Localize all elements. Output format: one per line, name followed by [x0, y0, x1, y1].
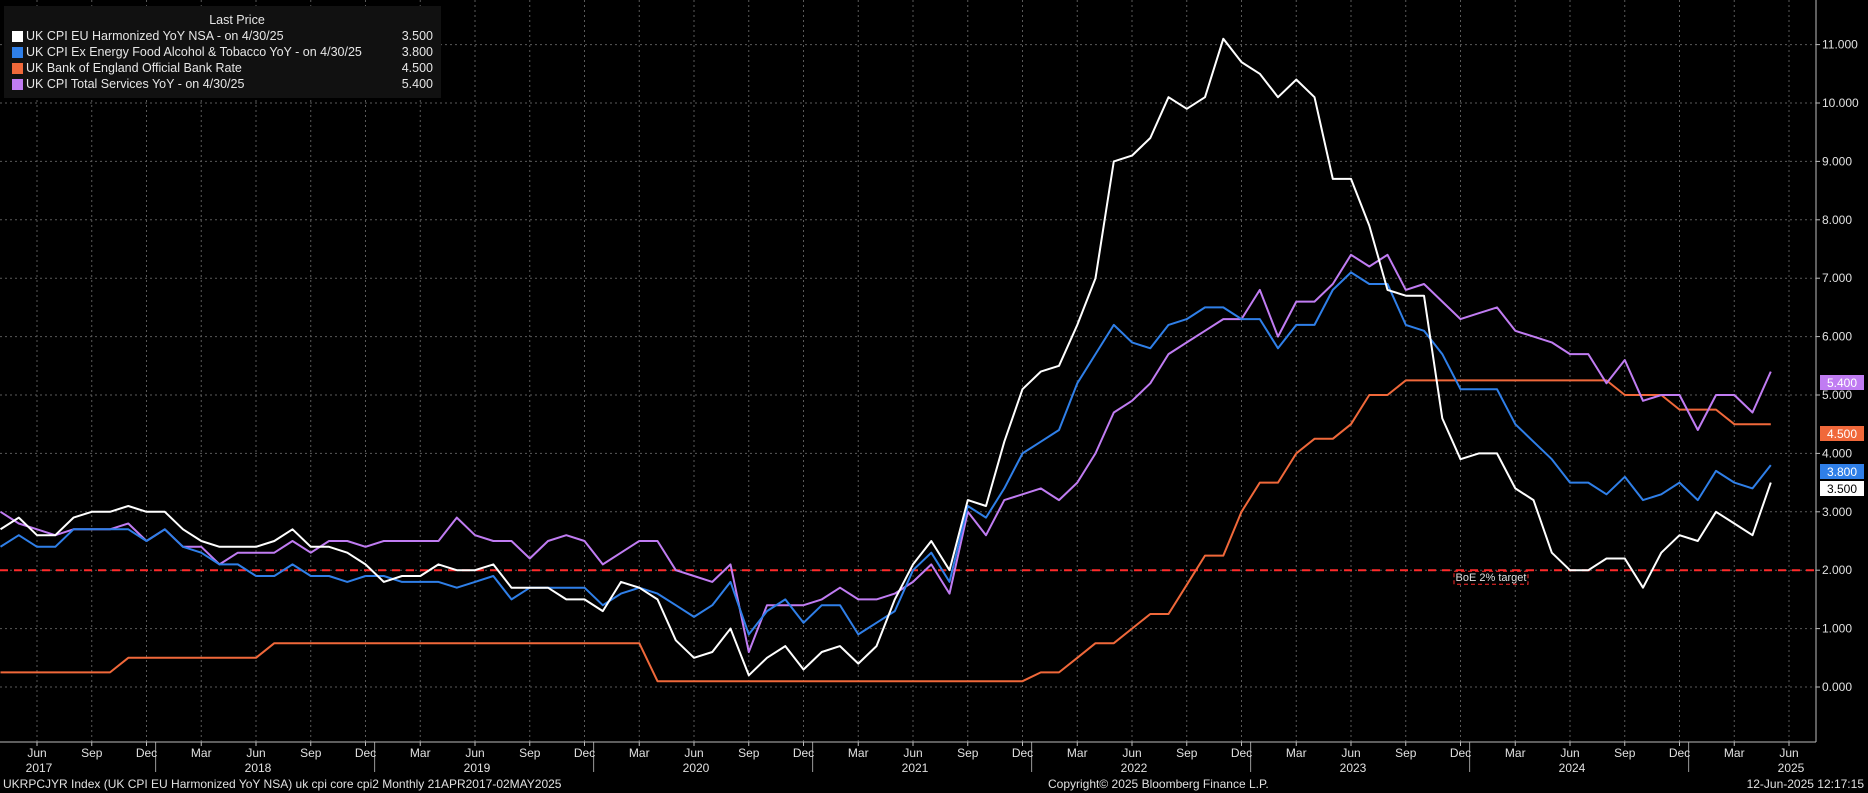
x-month-label: Sep — [81, 746, 103, 760]
x-month-label: Sep — [300, 746, 322, 760]
x-month-label: Dec — [1012, 746, 1033, 760]
legend-item-value: 5.400 — [401, 77, 433, 91]
footer-timestamp: 12-Jun-2025 12:17:15 — [1746, 777, 1864, 791]
x-month-label: Jun — [1122, 746, 1141, 760]
x-year-label: 2024 — [1559, 761, 1586, 775]
x-month-label: Mar — [1505, 746, 1526, 760]
x-month-label: Mar — [1724, 746, 1745, 760]
legend-header: Last Price — [209, 13, 265, 27]
legend-item: UK CPI Total Services YoY - on 4/30/25 5… — [12, 76, 433, 92]
x-month-label: Jun — [465, 746, 484, 760]
y-tick-label: 9.000 — [1822, 154, 1852, 168]
legend-swatch — [12, 46, 23, 58]
x-month-label: Sep — [1614, 746, 1636, 760]
x-month-label: Sep — [519, 746, 541, 760]
y-tick-label: 7.000 — [1822, 271, 1852, 285]
legend-item: UK CPI Ex Energy Food Alcohol & Tobacco … — [12, 44, 433, 60]
chart-axes — [0, 0, 1820, 772]
last-value-tag-box — [1820, 464, 1864, 479]
x-month-label: Dec — [793, 746, 814, 760]
y-tick-label: 8.000 — [1822, 213, 1852, 227]
x-year-label: 2022 — [1121, 761, 1148, 775]
x-month-label: Jun — [27, 746, 46, 760]
x-month-label: Sep — [1176, 746, 1198, 760]
legend-swatch — [12, 30, 23, 42]
x-month-label: Dec — [1231, 746, 1252, 760]
x-tick-labels: Jun Sep Dec Mar Jun Sep Dec Mar Jun Sep Dec Mar Jun S… — [26, 746, 1805, 775]
y-tick-label: 0.000 — [1822, 680, 1852, 694]
x-month-label: Dec — [355, 746, 376, 760]
x-month-label: Jun — [1560, 746, 1579, 760]
legend-item: UK Bank of England Official Bank Rate 4.… — [12, 60, 433, 76]
last-value-tag-box — [1820, 375, 1864, 390]
x-month-label: Sep — [957, 746, 979, 760]
last-value-tag: 3.500 — [1827, 482, 1857, 496]
x-month-label: Dec — [1669, 746, 1690, 760]
x-month-label: Mar — [1067, 746, 1088, 760]
chart-gridlines — [0, 0, 1816, 742]
legend-item-value: 3.500 — [401, 29, 433, 43]
series-line — [0, 37, 1772, 677]
footer-index-description: UKRPCJYR Index (UK CPI EU Harmonized YoY… — [3, 777, 562, 791]
x-year-label: 2021 — [902, 761, 929, 775]
legend-item-label: UK CPI EU Harmonized YoY NSA - on 4/30/2… — [26, 29, 284, 43]
x-month-label: Mar — [1286, 746, 1307, 760]
last-value-tag: 5.400 — [1827, 376, 1857, 390]
series-lines — [0, 37, 1772, 683]
y-tick-label: 6.000 — [1822, 330, 1852, 344]
legend-item-label: UK CPI Ex Energy Food Alcohol & Tobacco … — [26, 45, 362, 59]
legend-item-value: 3.800 — [401, 45, 433, 59]
x-month-label: Dec — [136, 746, 157, 760]
reference-line-label: BoE 2% target — [1456, 572, 1527, 584]
x-year-label: 2020 — [683, 761, 710, 775]
x-year-label: 2018 — [245, 761, 272, 775]
footer-copyright: Copyright© 2025 Bloomberg Finance L.P. — [1048, 777, 1269, 791]
y-tick-label: 1.000 — [1822, 622, 1852, 636]
legend-swatch — [12, 78, 23, 90]
y-tick-label: 2.000 — [1822, 563, 1852, 577]
y-tick-label: 10.000 — [1822, 96, 1859, 110]
y-tick-labels: 0.000 1.000 2.000 3.000 4.000 5.000 6.000 7.000… — [1822, 38, 1859, 694]
x-month-label: Jun — [903, 746, 922, 760]
last-value-tag-box — [1820, 481, 1864, 496]
x-year-label: 2025 — [1778, 761, 1805, 775]
last-value-tag: 3.800 — [1827, 465, 1857, 479]
last-value-tag-box — [1820, 426, 1864, 441]
legend: Last Price UK CPI EU Harmonized YoY NSA … — [4, 6, 441, 98]
x-year-label: 2023 — [1340, 761, 1367, 775]
legend-item: UK CPI EU Harmonized YoY NSA - on 4/30/2… — [12, 28, 433, 44]
legend-swatch — [12, 62, 23, 74]
series-line — [0, 379, 1771, 683]
x-month-label: Mar — [191, 746, 212, 760]
x-month-label: Mar — [629, 746, 650, 760]
series-line — [0, 271, 1772, 636]
x-year-label: 2019 — [464, 761, 491, 775]
y-tick-label: 11.000 — [1822, 38, 1858, 52]
legend-item-label: UK CPI Total Services YoY - on 4/30/25 — [26, 77, 245, 91]
y-tick-label: 5.000 — [1822, 388, 1852, 402]
series-line — [0, 253, 1772, 653]
x-month-label: Dec — [574, 746, 595, 760]
last-value-tag: 4.500 — [1827, 427, 1857, 441]
reference-label-box — [1453, 570, 1529, 585]
y-tick-label: 4.000 — [1822, 446, 1852, 460]
reference-line-group: BoE 2% target — [0, 569, 1816, 585]
x-month-label: Jun — [684, 746, 703, 760]
y-tick-label: 3.000 — [1822, 505, 1852, 519]
x-month-label: Sep — [1395, 746, 1417, 760]
x-year-label: 2017 — [26, 761, 53, 775]
x-month-label: Mar — [410, 746, 431, 760]
legend-item-label: UK Bank of England Official Bank Rate — [26, 61, 242, 75]
x-month-label: Jun — [1779, 746, 1798, 760]
last-value-tags: 5.400 4.500 3.800 3.500 — [1820, 375, 1864, 496]
legend-item-value: 4.500 — [401, 61, 433, 75]
x-month-label: Sep — [738, 746, 760, 760]
x-month-label: Jun — [246, 746, 265, 760]
x-month-label: Jun — [1341, 746, 1360, 760]
x-month-label: Mar — [848, 746, 869, 760]
x-month-label: Dec — [1450, 746, 1471, 760]
